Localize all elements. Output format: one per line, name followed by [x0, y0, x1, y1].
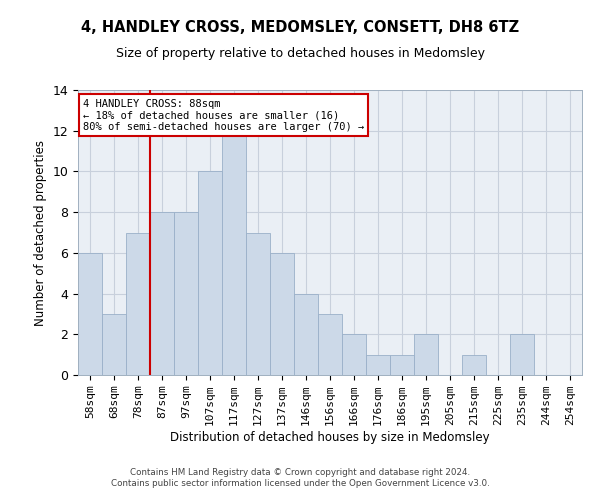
Bar	[198, 172, 222, 375]
X-axis label: Distribution of detached houses by size in Medomsley: Distribution of detached houses by size …	[170, 431, 490, 444]
Text: 4, HANDLEY CROSS, MEDOMSLEY, CONSETT, DH8 6TZ: 4, HANDLEY CROSS, MEDOMSLEY, CONSETT, DH…	[81, 20, 519, 35]
Bar	[318, 314, 342, 375]
Bar	[222, 130, 246, 375]
Bar	[510, 334, 534, 375]
Bar	[366, 354, 390, 375]
Bar	[150, 212, 174, 375]
Bar	[102, 314, 126, 375]
Bar	[390, 354, 414, 375]
Bar	[462, 354, 486, 375]
Text: 4 HANDLEY CROSS: 88sqm
← 18% of detached houses are smaller (16)
80% of semi-det: 4 HANDLEY CROSS: 88sqm ← 18% of detached…	[83, 98, 364, 132]
Bar	[342, 334, 366, 375]
Bar	[174, 212, 198, 375]
Text: Contains HM Land Registry data © Crown copyright and database right 2024.
Contai: Contains HM Land Registry data © Crown c…	[110, 468, 490, 487]
Bar	[270, 253, 294, 375]
Bar	[126, 232, 150, 375]
Bar	[246, 232, 270, 375]
Text: Size of property relative to detached houses in Medomsley: Size of property relative to detached ho…	[115, 48, 485, 60]
Y-axis label: Number of detached properties: Number of detached properties	[34, 140, 47, 326]
Bar	[78, 253, 102, 375]
Bar	[294, 294, 318, 375]
Bar	[414, 334, 438, 375]
